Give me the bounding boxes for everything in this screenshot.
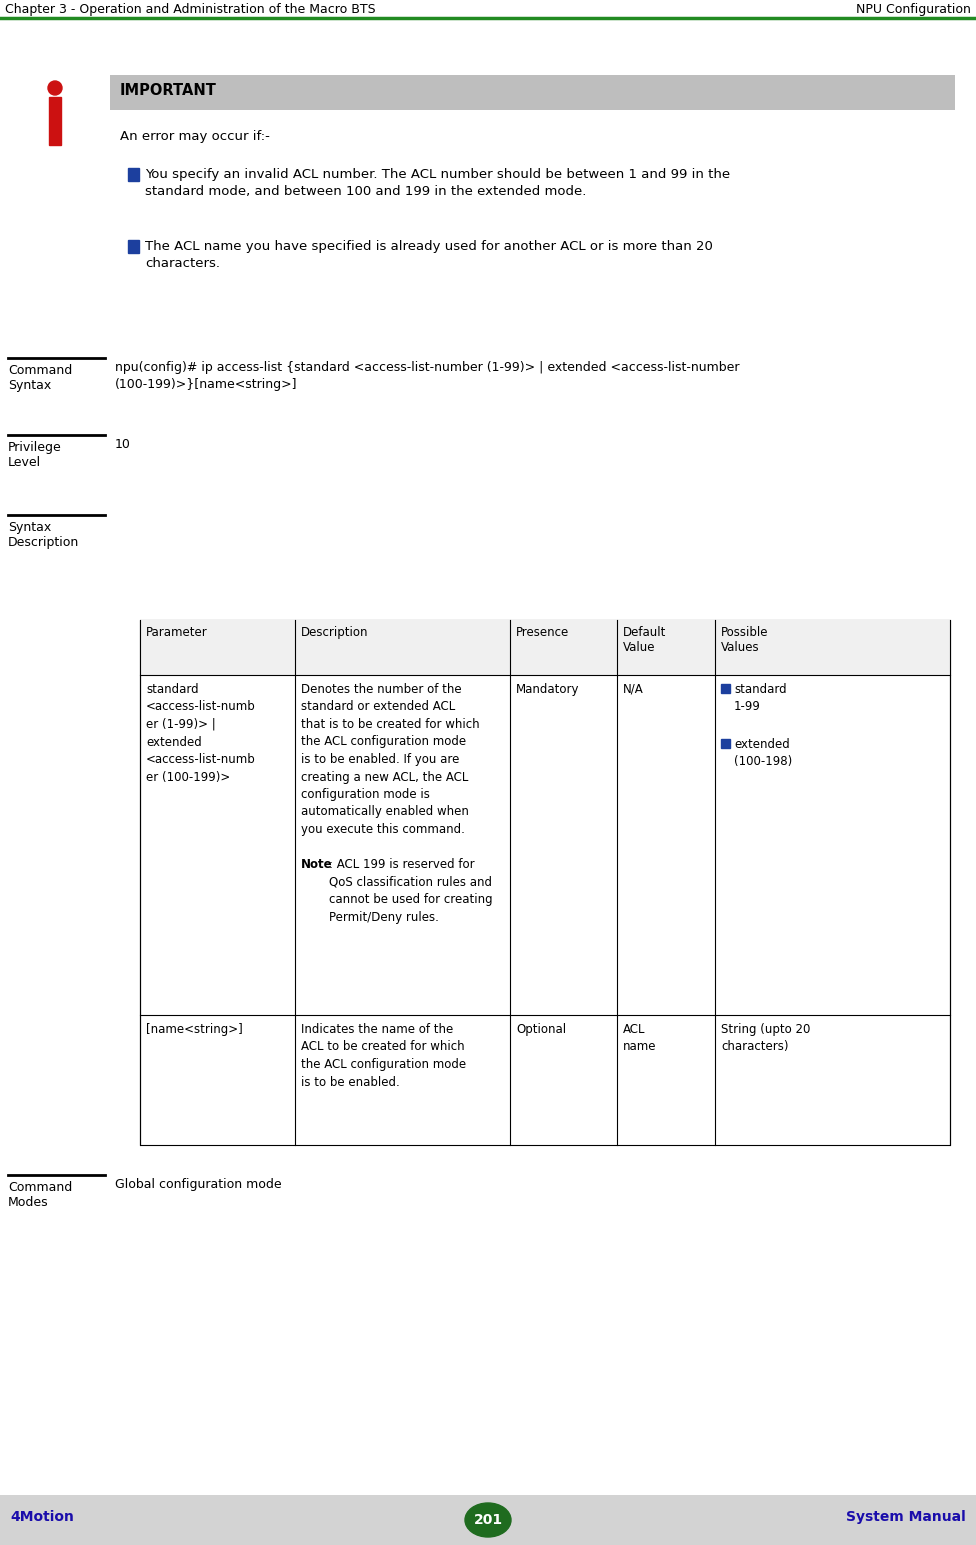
Bar <box>110 76 955 110</box>
Bar <box>128 168 139 181</box>
Text: Possible
Values: Possible Values <box>721 626 768 654</box>
Bar <box>128 239 139 253</box>
Text: standard
1-99: standard 1-99 <box>734 683 787 712</box>
Text: N/A: N/A <box>623 683 644 695</box>
Text: Chapter 3 - Operation and Administration of the Macro BTS: Chapter 3 - Operation and Administration… <box>5 3 376 15</box>
Text: Optional: Optional <box>516 1023 566 1037</box>
Text: Default
Value: Default Value <box>623 626 667 654</box>
Bar <box>140 620 950 675</box>
Text: : ACL 199 is reserved for
QoS classification rules and
cannot be used for creati: : ACL 199 is reserved for QoS classifica… <box>329 857 493 924</box>
Text: Global configuration mode: Global configuration mode <box>115 1177 282 1191</box>
Text: Command
Modes: Command Modes <box>8 1180 72 1210</box>
Text: The ACL name you have specified is already used for another ACL or is more than : The ACL name you have specified is alrea… <box>145 239 712 253</box>
Text: extended
(100-198): extended (100-198) <box>734 739 793 768</box>
Text: ACL
name: ACL name <box>623 1023 657 1054</box>
Ellipse shape <box>465 1503 511 1537</box>
Text: 201: 201 <box>473 1513 503 1526</box>
Text: (100-199)>}[name<string>]: (100-199)>}[name<string>] <box>115 379 298 391</box>
Text: npu(config)# ip access-list {standard <access-list-number (1-99)> | extended <ac: npu(config)# ip access-list {standard <a… <box>115 362 740 374</box>
Bar <box>0 1496 976 1545</box>
Text: Presence: Presence <box>516 626 569 640</box>
Text: String (upto 20
characters): String (upto 20 characters) <box>721 1023 810 1054</box>
Bar <box>140 620 950 1145</box>
Text: characters.: characters. <box>145 256 220 270</box>
Text: Privilege
Level: Privilege Level <box>8 440 61 470</box>
Circle shape <box>48 80 62 94</box>
Text: NPU Configuration: NPU Configuration <box>856 3 971 15</box>
Text: Command
Syntax: Command Syntax <box>8 365 72 392</box>
Text: Note: Note <box>301 857 333 871</box>
Text: Syntax
Description: Syntax Description <box>8 521 79 548</box>
Text: 4Motion: 4Motion <box>10 1509 74 1523</box>
Text: 10: 10 <box>115 437 131 451</box>
Bar <box>721 684 730 694</box>
Text: standard mode, and between 100 and 199 in the extended mode.: standard mode, and between 100 and 199 i… <box>145 185 587 198</box>
Text: Parameter: Parameter <box>146 626 208 640</box>
Text: An error may occur if:-: An error may occur if:- <box>120 130 270 144</box>
Text: Denotes the number of the
standard or extended ACL
that is to be created for whi: Denotes the number of the standard or ex… <box>301 683 479 836</box>
Text: Mandatory: Mandatory <box>516 683 580 695</box>
Text: Description: Description <box>301 626 369 640</box>
Text: [name<string>]: [name<string>] <box>146 1023 243 1037</box>
Text: Indicates the name of the
ACL to be created for which
the ACL configuration mode: Indicates the name of the ACL to be crea… <box>301 1023 467 1089</box>
Text: System Manual: System Manual <box>846 1509 966 1523</box>
Bar <box>721 739 730 748</box>
Text: standard
<access-list-numb
er (1-99)> |
extended
<access-list-numb
er (100-199)>: standard <access-list-numb er (1-99)> | … <box>146 683 256 783</box>
Text: You specify an invalid ACL number. The ACL number should be between 1 and 99 in : You specify an invalid ACL number. The A… <box>145 168 730 181</box>
Text: IMPORTANT: IMPORTANT <box>120 83 217 97</box>
Bar <box>49 97 61 145</box>
